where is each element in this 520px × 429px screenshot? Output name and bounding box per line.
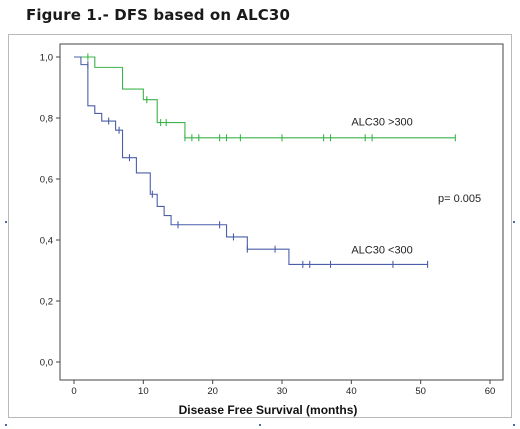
- axes: 0 10 20 30 40 50 60 0,0 0,2 0,4 0,6 0,8 1,0: [40, 53, 496, 398]
- x-tick-label: 20: [207, 386, 218, 397]
- x-tick-label: 30: [277, 386, 288, 397]
- annotation-p-value: p= 0.005: [438, 193, 481, 205]
- x-axis-title: Disease Free Survival (months): [179, 403, 358, 417]
- x-tick-label: 0: [71, 386, 76, 397]
- x-tick-label: 10: [138, 386, 149, 397]
- y-tick-label: 0,6: [40, 175, 53, 186]
- plot-area: [59, 43, 504, 381]
- series-line: [74, 56, 428, 265]
- frame-mark-bottom-right: [513, 424, 515, 426]
- series-alc30-low: [74, 56, 429, 268]
- y-tick-label: 0,8: [40, 114, 53, 125]
- figure-title: Figure 1.- DFS based on ALC30: [26, 6, 290, 24]
- x-tick-label: 60: [485, 386, 496, 397]
- y-tick-label: 0,4: [40, 236, 53, 247]
- y-tick-label: 1,0: [40, 53, 53, 64]
- series-line: [74, 56, 456, 139]
- frame-mark-bottom-left: [5, 424, 7, 426]
- frame-mark-right: [513, 221, 515, 223]
- series-alc30-high: [74, 53, 456, 142]
- annotation-alc30-high: ALC30 >300: [351, 117, 412, 129]
- series-layer: [74, 53, 456, 268]
- frame-mark-bottom-mid: [259, 424, 261, 426]
- annotation-alc30-low: ALC30 <300: [351, 245, 412, 257]
- chart-frame: [8, 34, 512, 418]
- frame-mark-left: [5, 221, 7, 223]
- annotation-layer: ALC30 >300 p= 0.005 ALC30 <300: [351, 117, 481, 257]
- x-tick-label: 50: [415, 386, 426, 397]
- y-tick-label: 0,0: [40, 358, 53, 369]
- y-tick-label: 0,2: [40, 297, 53, 308]
- x-tick-label: 40: [346, 386, 357, 397]
